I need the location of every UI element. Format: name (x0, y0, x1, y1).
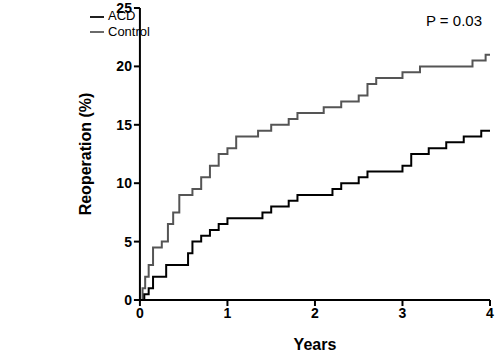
svg-text:1: 1 (224, 305, 232, 321)
svg-text:4: 4 (486, 305, 492, 321)
svg-text:15: 15 (116, 117, 132, 133)
svg-text:Reoperation (%): Reoperation (%) (77, 93, 94, 216)
svg-text:10: 10 (116, 175, 132, 191)
svg-text:0: 0 (124, 292, 132, 308)
svg-text:5: 5 (124, 234, 132, 250)
svg-text:20: 20 (116, 58, 132, 74)
svg-text:25: 25 (116, 0, 132, 16)
svg-text:2: 2 (311, 305, 319, 321)
svg-text:Years: Years (294, 336, 337, 353)
svg-text:3: 3 (399, 305, 407, 321)
svg-text:0: 0 (136, 305, 144, 321)
